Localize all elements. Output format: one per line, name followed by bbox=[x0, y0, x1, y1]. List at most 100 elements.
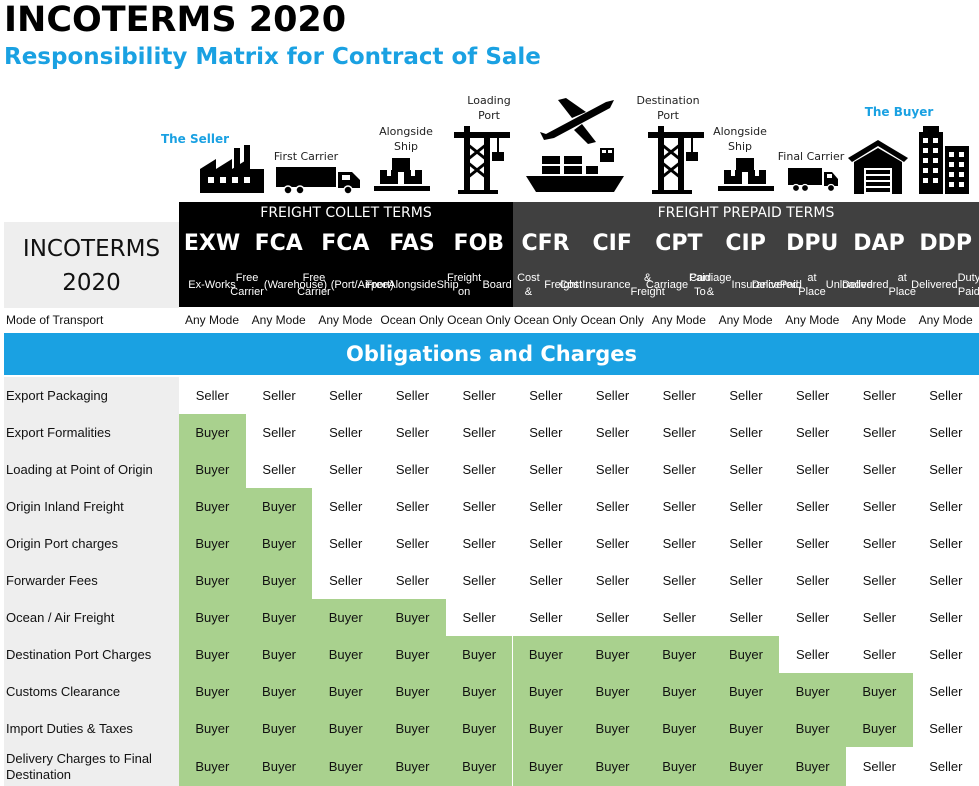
row-label: Delivery Charges to Final Destination bbox=[4, 747, 179, 786]
matrix-cell: Buyer bbox=[179, 451, 246, 488]
matrix-cell: Seller bbox=[195, 388, 229, 403]
term-description-line: Cost & bbox=[517, 272, 540, 298]
term-code: FCA bbox=[254, 231, 303, 256]
term-code: CPT bbox=[655, 231, 703, 256]
term-mode: Any Mode bbox=[785, 313, 840, 327]
term-description: Carriage Paid To bbox=[646, 262, 712, 308]
term-description-line: Paid bbox=[779, 279, 802, 291]
matrix-cell: Seller bbox=[262, 462, 296, 477]
matrix-cell: Seller bbox=[329, 425, 363, 440]
term-description-line: Delivered bbox=[911, 279, 958, 291]
matrix-cell: Seller bbox=[929, 759, 963, 774]
matrix-cell: Seller bbox=[796, 647, 830, 662]
term-description-line: Alongside bbox=[388, 279, 437, 291]
freight-collect-title: FREIGHT COLLET TERMS bbox=[260, 205, 432, 221]
matrix-cell: Seller bbox=[862, 759, 896, 774]
row-label: Loading at Point of Origin bbox=[4, 451, 179, 488]
matrix-cell: Buyer bbox=[846, 710, 913, 747]
matrix-cell: Buyer bbox=[179, 414, 246, 451]
matrix-cell: Seller bbox=[395, 573, 430, 588]
matrix-cell: Buyer bbox=[379, 636, 446, 673]
incoterms-label-line1: INCOTERMS bbox=[22, 236, 161, 262]
row-label-line: Delivery Charges to Final bbox=[6, 750, 152, 766]
matrix-cell: Seller bbox=[662, 573, 696, 588]
term-mode: Any Mode bbox=[184, 313, 240, 327]
matrix-cell: Seller bbox=[595, 499, 630, 514]
page-subtitle: Responsibility Matrix for Contract of Sa… bbox=[4, 44, 541, 70]
term-mode: Any Mode bbox=[651, 313, 706, 327]
matrix-cell: Buyer bbox=[445, 673, 513, 710]
matrix-cell: Buyer bbox=[245, 710, 313, 747]
term-description-line: Board bbox=[482, 279, 512, 291]
term-description: Free Carrier (Warehouse) bbox=[230, 262, 327, 308]
matrix-cell: Seller bbox=[729, 573, 763, 588]
matrix-cell: Seller bbox=[929, 647, 963, 662]
row-label: Export Packaging bbox=[4, 377, 179, 414]
matrix-cell: Buyer bbox=[379, 747, 446, 786]
term-description: Carriage & Insurance Paid bbox=[689, 262, 802, 308]
matrix-cell: Seller bbox=[796, 462, 830, 477]
matrix-cell: Seller bbox=[329, 499, 363, 514]
buyer-label: The Buyer bbox=[864, 105, 934, 119]
matrix-cell: Seller bbox=[796, 573, 830, 588]
matrix-cell: Seller bbox=[329, 536, 363, 551]
matrix-cell: Seller bbox=[395, 499, 430, 514]
destination-port-label-line2: Port bbox=[657, 109, 679, 122]
matrix-cell: Buyer bbox=[779, 673, 846, 710]
term-mode: Any Mode bbox=[251, 313, 306, 327]
truck-icon bbox=[276, 167, 360, 194]
term-description: Freight on Board bbox=[446, 262, 512, 308]
term-description: Delivered at Place Unloaded bbox=[752, 262, 873, 308]
matrix-cell: Seller bbox=[329, 573, 363, 588]
final-carrier-label: Final Carrier bbox=[777, 150, 845, 163]
matrix-cell: Seller bbox=[729, 388, 763, 403]
mode-of-transport-label: Mode of Transport bbox=[6, 313, 104, 327]
matrix-cell: Buyer bbox=[645, 710, 713, 747]
loading-port-label: Loading Port bbox=[444, 93, 534, 123]
term-description-line: (Port/Airport) bbox=[330, 279, 394, 291]
term-description: Cost & Freight bbox=[513, 262, 579, 308]
warehouse-icon bbox=[848, 140, 908, 194]
term-description-line: Freight bbox=[544, 279, 579, 291]
seller-label: The Seller bbox=[160, 132, 230, 146]
matrix-cell: Seller bbox=[929, 425, 963, 440]
term-mode: Any Mode bbox=[718, 313, 773, 327]
page-title: INCOTERMS 2020 bbox=[4, 0, 347, 40]
term-mode: Ocean Only bbox=[380, 313, 444, 327]
matrix-cell: Seller bbox=[462, 610, 496, 625]
matrix-cell: Buyer bbox=[179, 710, 246, 747]
term-description-line: at Place bbox=[798, 272, 826, 298]
port-crane-icon bbox=[648, 126, 704, 194]
matrix-cell: Buyer bbox=[712, 710, 780, 747]
matrix-cell: Buyer bbox=[312, 636, 380, 673]
matrix-cell: Seller bbox=[462, 499, 496, 514]
matrix-cell: Seller bbox=[462, 388, 496, 403]
matrix-cell: Buyer bbox=[846, 673, 913, 710]
matrix-cell: Seller bbox=[529, 388, 563, 403]
matrix-cell: Seller bbox=[929, 462, 963, 477]
matrix-cell: Seller bbox=[529, 610, 563, 625]
matrix-cell: Buyer bbox=[245, 747, 313, 786]
matrix-cell: Buyer bbox=[645, 636, 713, 673]
term-description-line: & Freight bbox=[630, 272, 665, 298]
row-label: Origin Port charges bbox=[4, 525, 179, 562]
alongside-ship-label-2-line2: Ship bbox=[728, 140, 752, 153]
matrix-cell: Buyer bbox=[379, 673, 446, 710]
row-label-line: Destination bbox=[6, 766, 72, 782]
matrix-cell: Buyer bbox=[245, 488, 313, 525]
term-description-line: Carriage & bbox=[689, 272, 732, 298]
matrix-cell: Buyer bbox=[712, 636, 780, 673]
term-code: CIF bbox=[592, 231, 632, 256]
port-crane-icon bbox=[454, 126, 510, 194]
term-description-line: at Place bbox=[888, 272, 917, 298]
matrix-cell: Buyer bbox=[579, 636, 646, 673]
term-description-line: Paid To bbox=[688, 272, 711, 298]
loading-port-label-line2: Port bbox=[478, 109, 500, 122]
term-description-line: Insurance bbox=[731, 279, 780, 291]
matrix-cell: Buyer bbox=[179, 747, 246, 786]
alongside-ship-label-1: Alongside Ship bbox=[361, 124, 451, 154]
row-label: Forwarder Fees bbox=[4, 562, 179, 599]
term-code: FCA bbox=[321, 231, 370, 256]
term-code: CIP bbox=[725, 231, 766, 256]
matrix-cell: Buyer bbox=[179, 673, 246, 710]
